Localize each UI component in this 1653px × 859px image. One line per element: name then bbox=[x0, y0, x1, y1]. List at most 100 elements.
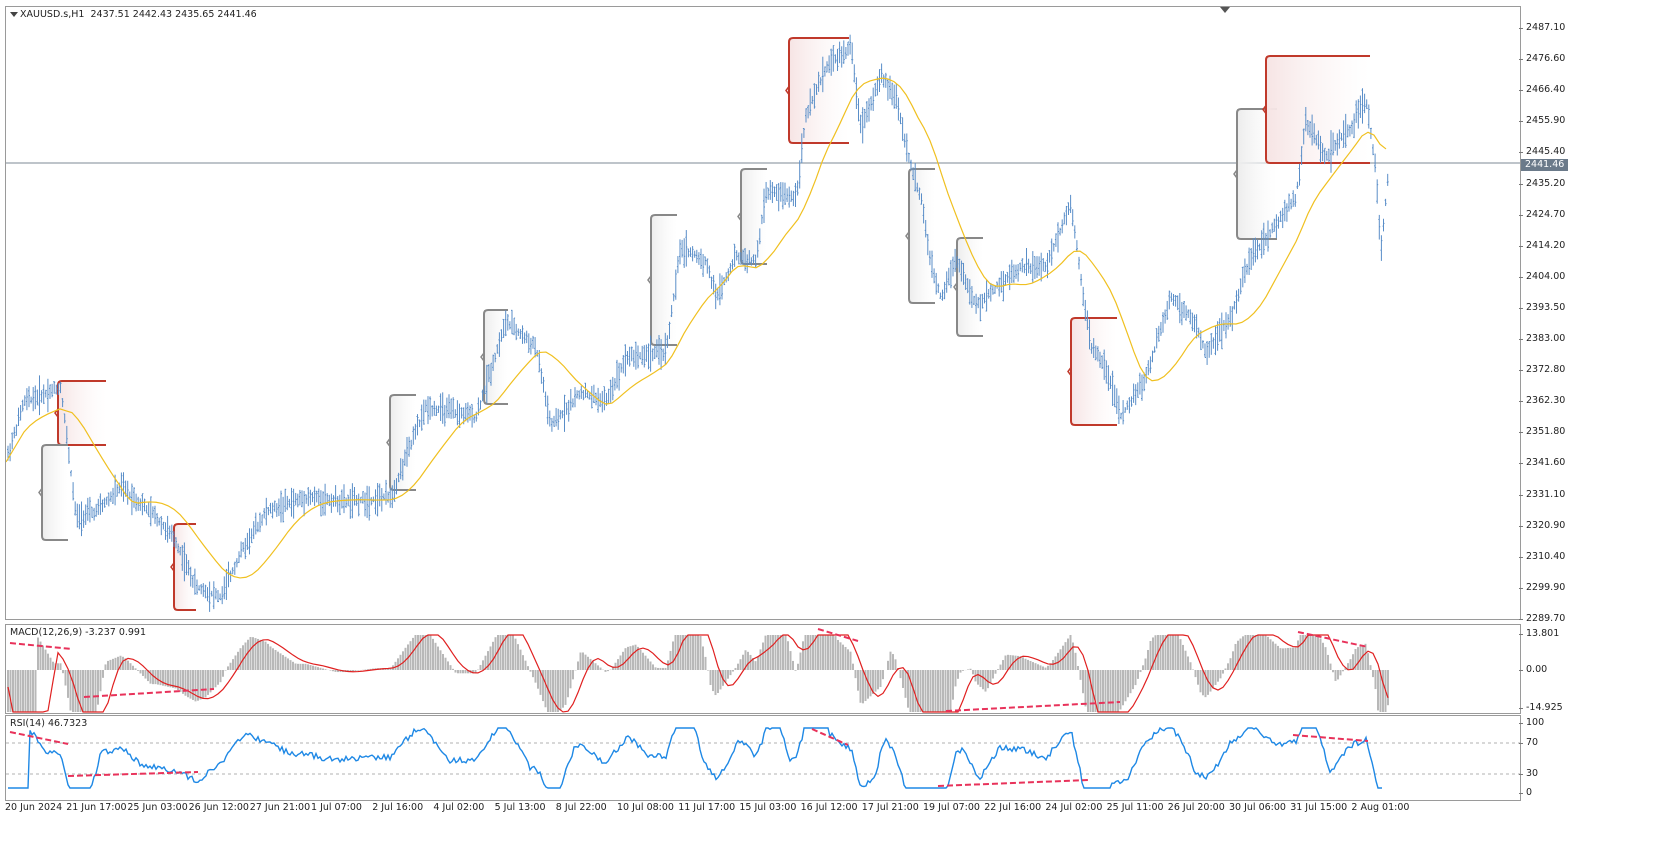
price-bar bbox=[973, 295, 975, 306]
price-bar bbox=[408, 436, 411, 457]
price-bar bbox=[130, 483, 133, 516]
price-axis[interactable]: 2487.10 2476.60 2466.40 2455.90 2445.40 2435.… bbox=[1518, 6, 1653, 624]
price-bar bbox=[223, 576, 226, 600]
price-chart-panel[interactable]: XAUUSD.s,H1 2437.51 2442.43 2435.65 2441… bbox=[5, 6, 1521, 620]
price-bar bbox=[1061, 219, 1064, 234]
price-bar bbox=[861, 107, 864, 144]
price-bar bbox=[960, 260, 963, 282]
price-bar bbox=[1113, 384, 1116, 408]
price-bar bbox=[193, 568, 196, 595]
price-bar bbox=[958, 258, 961, 273]
price-bar bbox=[737, 252, 740, 265]
price-bar bbox=[349, 488, 352, 519]
price-bar bbox=[214, 588, 217, 600]
price-bar bbox=[1374, 153, 1377, 173]
price-chart-canvas[interactable] bbox=[6, 7, 1520, 619]
price-bar bbox=[1344, 113, 1347, 148]
price-bar bbox=[1365, 99, 1368, 110]
price-bar bbox=[794, 182, 797, 208]
price-bar bbox=[168, 525, 171, 539]
price-bar bbox=[445, 397, 448, 419]
price-bar bbox=[46, 378, 49, 413]
price-bar bbox=[718, 273, 721, 306]
price-bar bbox=[317, 488, 320, 505]
macd-signal-line bbox=[7, 634, 1389, 713]
price-bar bbox=[798, 160, 801, 189]
price-bar bbox=[42, 384, 45, 405]
price-bar bbox=[742, 249, 744, 265]
price-bar bbox=[710, 276, 713, 289]
price-bar bbox=[1269, 229, 1272, 238]
price-bar bbox=[750, 257, 753, 266]
price-bar bbox=[1006, 271, 1009, 283]
price-bar bbox=[410, 439, 413, 450]
price-bar bbox=[1327, 148, 1330, 162]
price-bar bbox=[681, 239, 684, 258]
price-bar bbox=[733, 243, 736, 267]
macd-canvas[interactable] bbox=[6, 625, 1520, 713]
price-tick-label: 2404.00 bbox=[1518, 271, 1565, 282]
price-bar bbox=[458, 403, 461, 428]
price-bar bbox=[1080, 273, 1083, 286]
price-bar bbox=[290, 487, 293, 517]
price-bar bbox=[658, 334, 660, 365]
price-bar bbox=[989, 282, 992, 302]
price-bar bbox=[1038, 256, 1041, 276]
macd-tick-label: 0.00 bbox=[1518, 664, 1547, 675]
price-bar bbox=[626, 350, 629, 365]
price-bar bbox=[1128, 397, 1131, 414]
price-bar bbox=[492, 354, 495, 371]
price-bar bbox=[84, 504, 87, 525]
price-bar bbox=[277, 498, 280, 517]
price-bar bbox=[469, 405, 471, 421]
price-bar bbox=[691, 246, 694, 262]
price-bar bbox=[156, 513, 159, 527]
price-bar bbox=[292, 488, 295, 519]
price-bar bbox=[1185, 305, 1188, 321]
price-bar bbox=[1288, 193, 1290, 212]
price-bar bbox=[172, 531, 175, 547]
symbol-label: XAUUSD.s,H1 bbox=[20, 9, 85, 20]
price-bar bbox=[1065, 205, 1068, 226]
price-bar bbox=[311, 492, 314, 503]
price-bar bbox=[443, 404, 446, 427]
price-bar bbox=[210, 590, 213, 597]
price-bar bbox=[72, 482, 75, 501]
price-bar bbox=[1346, 124, 1349, 138]
time-axis[interactable]: 20 Jun 2024 21 Jun 17:00 25 Jun 03:00 26 Ju… bbox=[5, 800, 1519, 820]
price-bar bbox=[271, 502, 274, 519]
price-bar bbox=[903, 133, 906, 148]
price-bar bbox=[418, 419, 421, 428]
price-bar bbox=[645, 344, 648, 362]
rsi-panel[interactable]: RSI(14) 46.7323 bbox=[5, 715, 1521, 801]
macd-panel[interactable]: MACD(12,26,9) -3.237 0.991 bbox=[5, 624, 1521, 714]
price-bar bbox=[441, 392, 444, 424]
price-bar bbox=[1201, 340, 1204, 349]
price-bar bbox=[217, 590, 219, 603]
price-bar bbox=[920, 193, 923, 205]
price-bar bbox=[1241, 266, 1244, 288]
rsi-canvas[interactable] bbox=[6, 716, 1520, 800]
price-bar bbox=[1168, 290, 1171, 310]
price-bar bbox=[811, 95, 814, 105]
price-bar bbox=[1117, 395, 1120, 424]
price-bar bbox=[1367, 104, 1370, 129]
price-bar bbox=[754, 254, 757, 268]
price-bar bbox=[1088, 319, 1091, 350]
rsi-divergence-line bbox=[811, 728, 849, 746]
price-bar bbox=[1162, 312, 1164, 333]
price-bar bbox=[456, 400, 459, 426]
price-bar bbox=[1021, 258, 1024, 273]
price-bar bbox=[368, 486, 371, 521]
price-bar bbox=[540, 368, 543, 384]
chart-shift-marker-icon[interactable] bbox=[1220, 7, 1230, 13]
collapse-icon[interactable] bbox=[10, 12, 18, 17]
price-bar bbox=[998, 277, 1001, 297]
price-bar bbox=[244, 537, 247, 560]
price-bar bbox=[1254, 237, 1257, 263]
price-bar bbox=[729, 263, 732, 275]
price-bar bbox=[1059, 227, 1062, 236]
price-bar bbox=[338, 494, 341, 516]
price-bar bbox=[586, 390, 589, 399]
price-bar bbox=[387, 491, 390, 503]
